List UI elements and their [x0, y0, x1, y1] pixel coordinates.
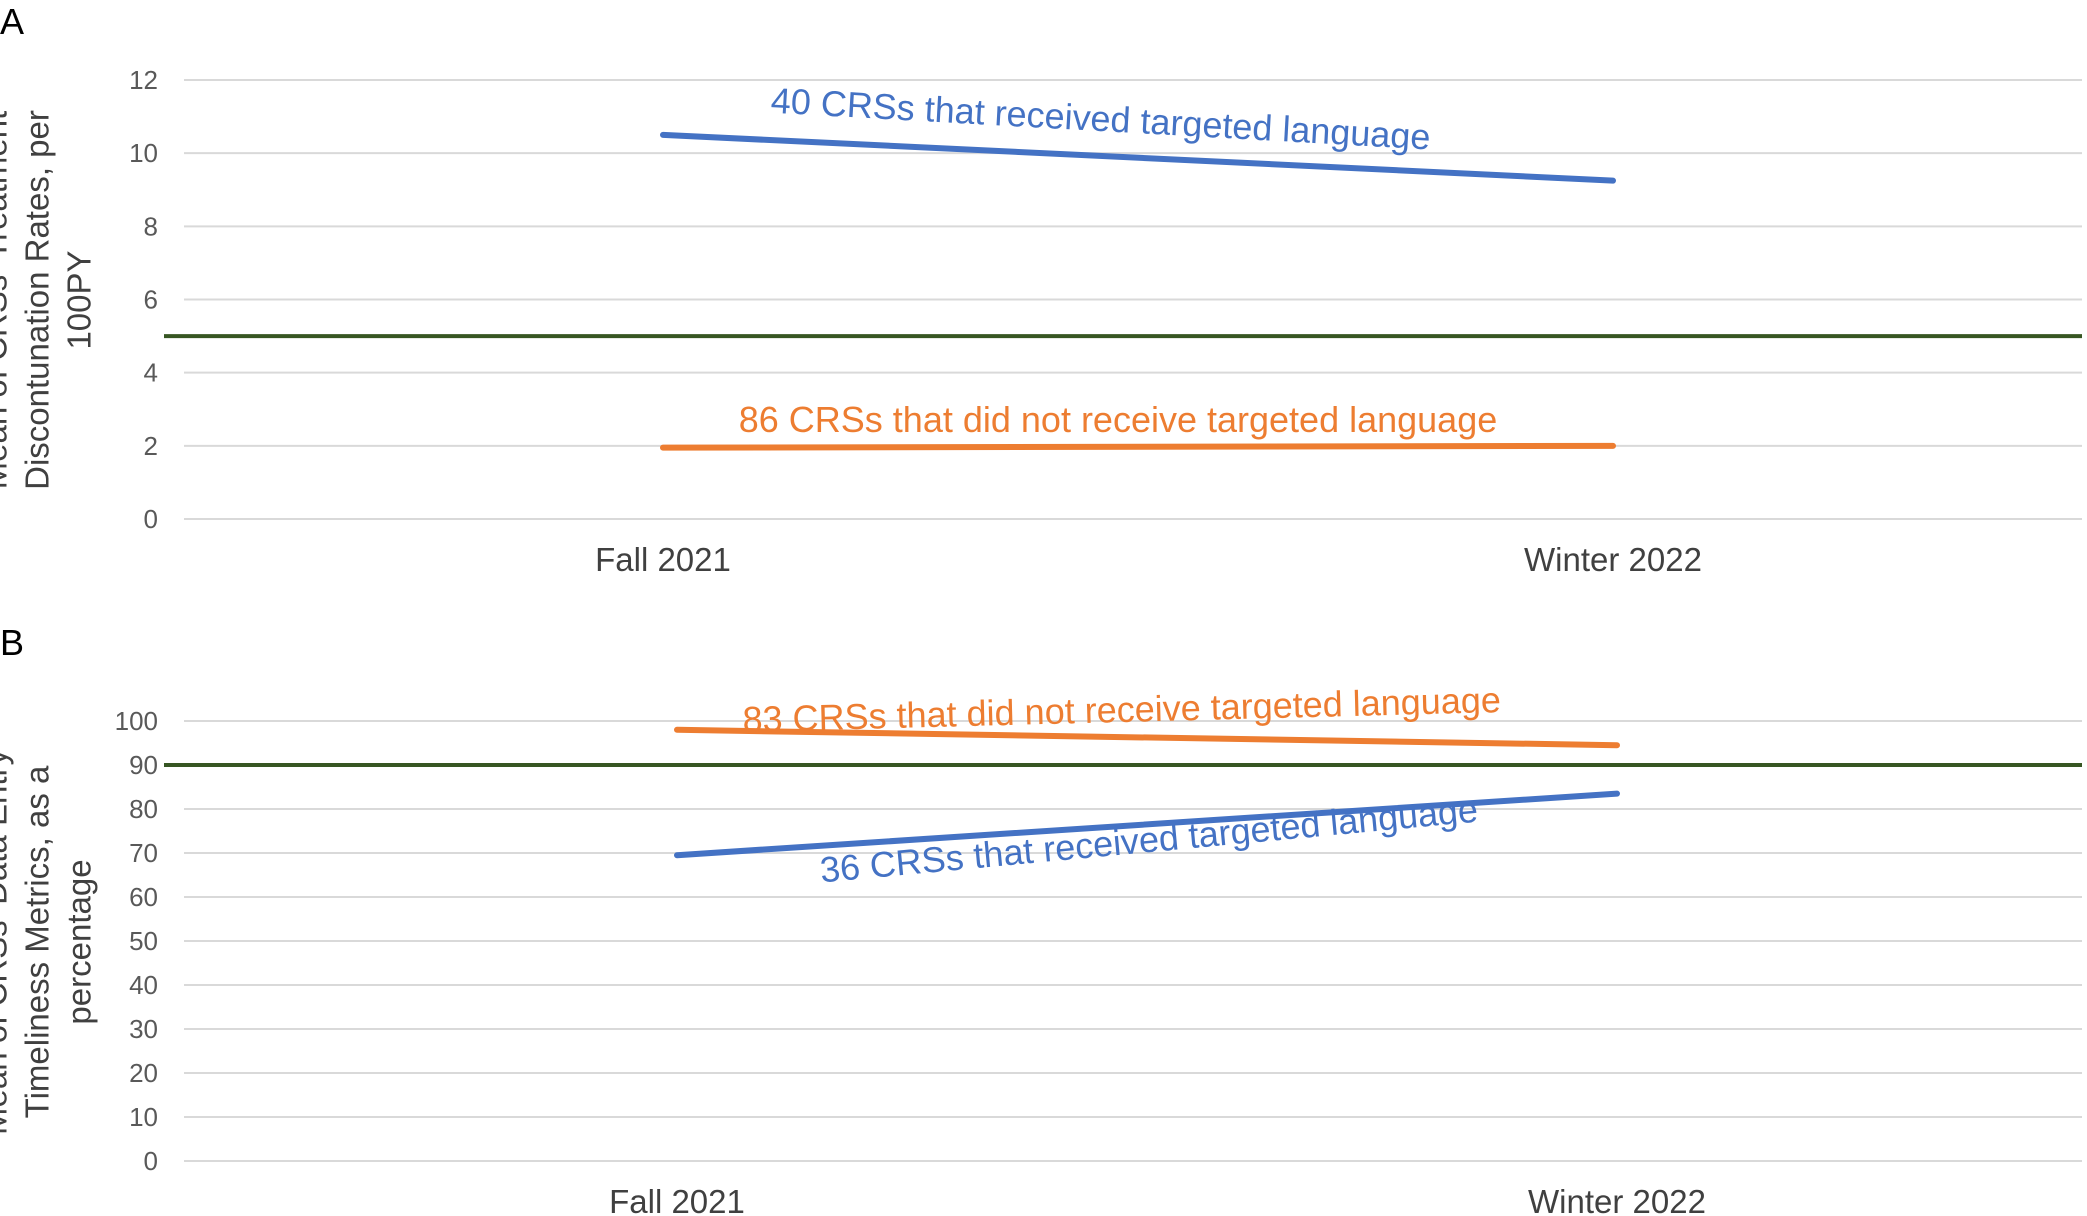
panel-letter: B — [0, 622, 24, 663]
x-category-label: Fall 2021 — [595, 541, 731, 578]
y-tick-label: 0 — [144, 504, 158, 534]
series-label: 86 CRSs that did not receive targeted la… — [739, 399, 1498, 440]
y-tick-label: 90 — [129, 750, 158, 780]
series-label: 36 CRSs that received targeted language — [818, 789, 1479, 891]
series-label: 83 CRSs that did not receive targeted la… — [742, 679, 1501, 740]
y-tick-label: 100 — [115, 706, 158, 736]
y-tick-label: 8 — [144, 211, 158, 241]
y-tick-label: 60 — [129, 882, 158, 912]
y-tick-label: 4 — [144, 358, 158, 388]
y-axis-label: percentage — [61, 859, 98, 1024]
series-line — [674, 790, 1620, 859]
y-tick-label: 20 — [129, 1058, 158, 1088]
y-axis-label: Timeliness Metrics, as a — [19, 765, 56, 1118]
x-category-label: Fall 2021 — [609, 1183, 745, 1216]
y-axis-label: Discontunation Rates, per — [19, 110, 56, 490]
panel-letter: A — [0, 1, 24, 42]
y-tick-label: 30 — [129, 1014, 158, 1044]
y-tick-label: 10 — [129, 1102, 158, 1132]
x-category-label: Winter 2022 — [1524, 541, 1702, 578]
y-axis-label: Mean of CRSs' Data Entry — [0, 749, 14, 1135]
y-tick-label: 50 — [129, 926, 158, 956]
y-axis-label: Mean of CRSs' Treatment — [0, 111, 14, 490]
y-tick-label: 2 — [144, 431, 158, 461]
y-tick-label: 80 — [129, 794, 158, 824]
x-category-label: Winter 2022 — [1528, 1183, 1706, 1216]
series-line — [660, 442, 1616, 451]
y-tick-label: 40 — [129, 970, 158, 1000]
y-tick-label: 70 — [129, 838, 158, 868]
y-tick-label: 0 — [144, 1146, 158, 1176]
y-tick-label: 10 — [129, 138, 158, 168]
y-tick-label: 6 — [144, 285, 158, 315]
y-axis-label: 100PY — [61, 250, 98, 349]
series-line — [674, 726, 1620, 749]
y-tick-label: 12 — [129, 65, 158, 95]
series-line — [660, 131, 1616, 184]
